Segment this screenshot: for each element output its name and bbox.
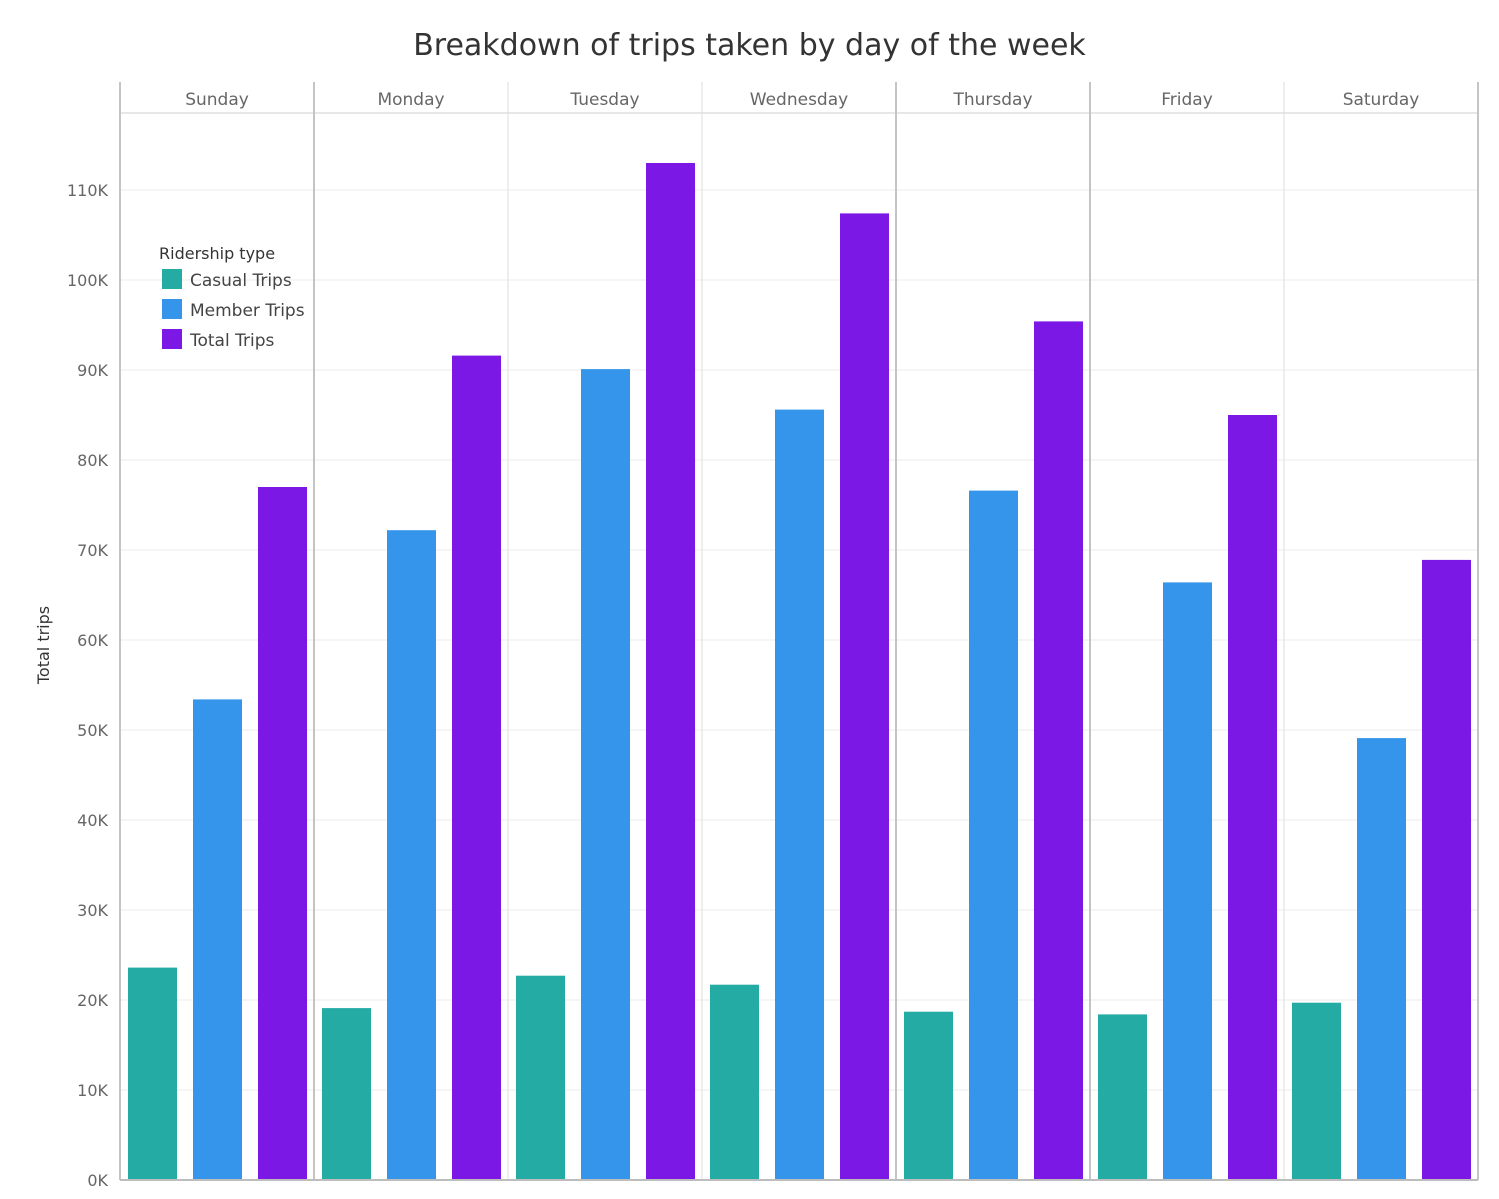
- legend-item-casual: Casual Trips: [190, 271, 292, 291]
- bar-member-trips: [1163, 582, 1212, 1180]
- bar-member-trips: [1357, 738, 1406, 1180]
- y-axis-title: Total trips: [34, 606, 53, 685]
- bar-casual-trips: [1292, 1002, 1341, 1180]
- bar-total-trips: [258, 487, 307, 1180]
- category-label: Friday: [1161, 90, 1213, 110]
- bar-total-trips: [1422, 559, 1471, 1180]
- y-tick-label: 40K: [77, 811, 108, 830]
- y-tick-label: 100K: [67, 271, 109, 290]
- bar-total-trips: [1034, 321, 1083, 1180]
- y-tick-label: 30K: [77, 901, 108, 920]
- bar-casual-trips: [128, 967, 177, 1180]
- y-tick-label: 20K: [77, 991, 108, 1010]
- legend: Ridership type Casual Trips Member Trips…: [159, 244, 305, 351]
- bar-casual-trips: [1098, 1014, 1147, 1180]
- bar-total-trips: [452, 355, 501, 1181]
- legend-item-member: Member Trips: [190, 301, 305, 321]
- bar-casual-trips: [710, 984, 759, 1180]
- bar-member-trips: [193, 699, 242, 1180]
- y-tick-label: 60K: [77, 631, 108, 650]
- bars: [128, 163, 1471, 1181]
- bar-total-trips: [646, 163, 695, 1180]
- y-tick-label: 0K: [87, 1171, 108, 1190]
- y-tick-label: 110K: [67, 181, 109, 200]
- category-label: Monday: [377, 90, 444, 110]
- category-label: Saturday: [1343, 90, 1420, 110]
- bar-casual-trips: [516, 975, 565, 1180]
- bar-total-trips: [840, 213, 889, 1180]
- bar-casual-trips: [322, 1008, 371, 1180]
- category-label: Tuesday: [569, 90, 639, 110]
- legend-swatch-casual: [162, 269, 182, 289]
- y-tick-label: 10K: [77, 1081, 108, 1100]
- y-tick-label: 80K: [77, 451, 108, 470]
- category-header: Sunday Monday Tuesday Wednesday Thursday Frid…: [119, 82, 1479, 1180]
- bar-member-trips: [969, 490, 1018, 1181]
- legend-swatch-total: [162, 329, 182, 349]
- bar-member-trips: [775, 409, 824, 1181]
- bar-member-trips: [387, 530, 436, 1180]
- y-tick-label: 50K: [77, 721, 108, 740]
- y-tick-label: 90K: [77, 361, 108, 380]
- bar-member-trips: [581, 369, 630, 1181]
- bar-total-trips: [1228, 415, 1277, 1180]
- bar-casual-trips: [904, 1011, 953, 1180]
- legend-item-total: Total Trips: [189, 331, 274, 351]
- y-tick-label: 70K: [77, 541, 108, 560]
- legend-title: Ridership type: [159, 244, 275, 263]
- legend-swatch-member: [162, 299, 182, 319]
- category-label: Sunday: [185, 90, 249, 110]
- y-axis: 0K 10K 20K 30K 40K 50K 60K 70K 80K 90K 100K 110K: [67, 181, 1478, 1190]
- chart-title: Breakdown of trips taken by day of the w…: [413, 28, 1086, 63]
- category-label: Thursday: [952, 90, 1032, 110]
- category-label: Wednesday: [750, 90, 848, 110]
